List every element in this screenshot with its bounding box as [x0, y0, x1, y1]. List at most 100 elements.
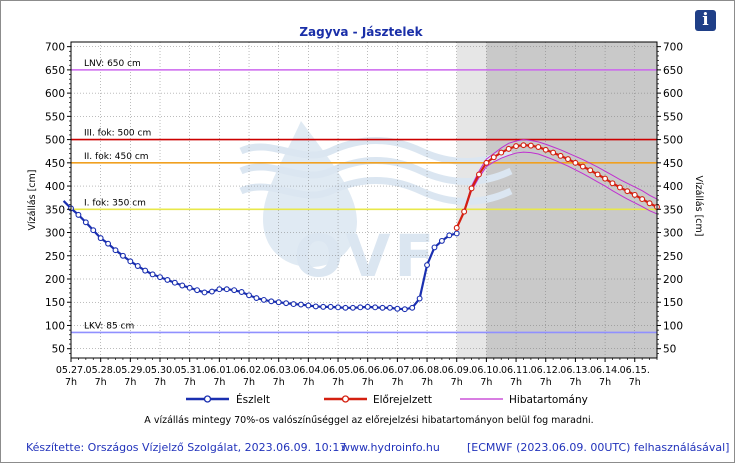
y-tick-label: 250 [45, 251, 65, 263]
y-tick-label: 50 [52, 344, 65, 356]
footer-author: Készítette: Országos Vízjelző Szolgálat,… [26, 441, 347, 454]
y-tick-label: 700 [45, 42, 65, 54]
observed-point [112, 247, 119, 254]
y-tick-label-right: 450 [663, 158, 683, 170]
forecast-point [602, 175, 609, 182]
forecast-point [520, 142, 527, 149]
watermark-wave [239, 137, 513, 165]
x-tick-hour: 7h [362, 377, 374, 388]
y-tick-label: 400 [45, 181, 65, 193]
forecast-point [639, 196, 646, 203]
observed-point [409, 304, 416, 311]
x-tick-date: 06.12. [531, 365, 561, 376]
y-tick-label-right: 550 [663, 111, 683, 123]
y-tick-label-right: 400 [663, 181, 683, 193]
observed-point [379, 304, 386, 311]
x-tick-date: 06.08. [412, 365, 442, 376]
observed-point [431, 244, 438, 251]
y-tick-label-right: 500 [663, 135, 683, 147]
y-tick-label: 550 [45, 111, 65, 123]
x-tick-hour: 7h [599, 377, 611, 388]
x-tick-date: 06.03. [264, 365, 294, 376]
reference-label: II. fok: 450 cm [84, 152, 149, 162]
chart-note: A vízállás mintegy 70%-os valószínűségge… [144, 415, 593, 426]
reference-label: III. fok: 500 cm [84, 129, 151, 139]
forecast-point [468, 185, 475, 192]
y-axis-label-left: Vízállás [cm] [27, 170, 38, 231]
observed-point [297, 301, 304, 308]
observed-point [142, 267, 149, 274]
observed-point [157, 274, 163, 281]
observed-point [216, 286, 223, 293]
forecast-point [476, 171, 482, 178]
forecast-point [542, 146, 549, 153]
observed-point [134, 263, 141, 269]
x-tick-hour: 7h [480, 377, 492, 388]
observed-point [186, 284, 193, 291]
x-tick-hour: 7h [124, 377, 136, 388]
x-tick-hour: 7h [332, 377, 344, 388]
x-tick-date: 05.31. [175, 365, 205, 376]
forecast-point [557, 152, 564, 159]
forecast-line [455, 144, 658, 229]
observed-point [290, 301, 297, 308]
observed-point [223, 286, 230, 293]
reference-label: I. fok: 350 cm [84, 198, 146, 208]
forecast-point [624, 188, 631, 195]
observed-point [82, 219, 89, 226]
observed-point [119, 252, 126, 259]
forecast-point [631, 191, 638, 198]
forecast-point [527, 142, 534, 149]
legend-range-label: Hibatartomány [509, 394, 588, 406]
y-tick-label: 200 [45, 274, 65, 286]
y-tick-label-right: 600 [663, 88, 683, 100]
x-tick-hour: 7h [184, 377, 196, 388]
error-band-upper [456, 139, 658, 229]
forecast-point [587, 167, 594, 174]
footer-source: [ECMWF (2023.06.09. 00UTC) felhasználásá… [467, 441, 730, 454]
x-tick-date: 05.28. [86, 365, 116, 376]
x-tick-date: 06.15. [620, 365, 650, 376]
observed-point [105, 240, 112, 247]
y-tick-label-right: 50 [663, 344, 676, 356]
x-tick-hour: 7h [391, 377, 403, 388]
x-tick-date: 06.04. [293, 365, 323, 376]
forecast-point [565, 156, 571, 163]
x-tick-date: 06.11. [501, 365, 531, 376]
info-icon[interactable]: i [695, 10, 716, 31]
x-tick-hour: 7h [154, 377, 166, 388]
observed-point [275, 299, 282, 306]
y-tick-label: 300 [45, 228, 65, 240]
observed-point [75, 211, 82, 218]
y-tick-label-right: 200 [663, 274, 683, 286]
observed-point [364, 303, 371, 310]
x-tick-hour: 7h [569, 377, 581, 388]
observed-point [424, 262, 431, 269]
footer-website[interactable]: www.hydroinfo.hu [341, 441, 440, 454]
forecast-point [483, 159, 490, 166]
observed-point [387, 304, 393, 311]
x-tick-date: 05.27. [56, 365, 86, 376]
x-tick-hour: 7h [302, 377, 314, 388]
x-tick-hour: 7h [451, 377, 463, 388]
forecast-point [572, 159, 579, 166]
y-tick-label: 500 [45, 135, 65, 147]
y-tick-label-right: 700 [663, 42, 683, 54]
x-tick-hour: 7h [540, 377, 552, 388]
x-tick-hour: 7h [213, 377, 225, 388]
x-tick-hour: 7h [95, 377, 107, 388]
x-tick-hour: 7h [629, 377, 641, 388]
x-tick-date: 06.06. [353, 365, 383, 376]
forecast-point [550, 149, 557, 156]
observed-point [453, 230, 460, 237]
forecast-point [461, 208, 468, 215]
y-axis-label-right: Vízállás [cm] [693, 176, 704, 237]
observed-point [401, 306, 408, 313]
forecast-point [535, 144, 542, 150]
x-tick-hour: 7h [510, 377, 522, 388]
x-tick-date: 05.30. [145, 365, 175, 376]
forecast-point [498, 149, 505, 156]
forecast-point [609, 180, 616, 187]
